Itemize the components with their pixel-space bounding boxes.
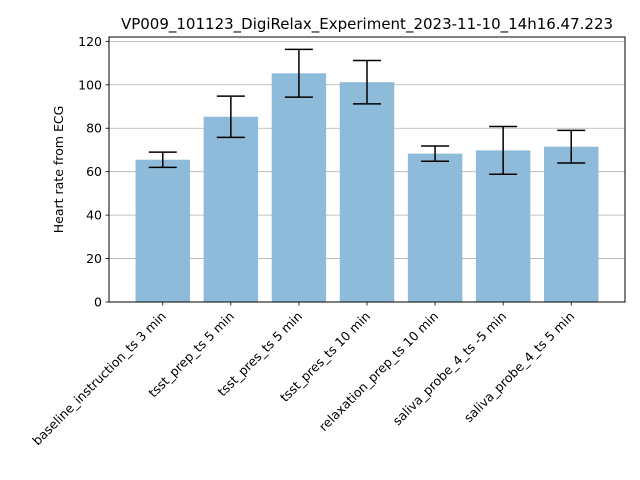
bar xyxy=(271,73,327,302)
y-axis-label: Heart rate from ECG xyxy=(51,106,66,234)
chart-title: VP009_101123_DigiRelax_Experiment_2023-1… xyxy=(121,15,613,34)
bar xyxy=(475,150,531,302)
bars xyxy=(135,73,599,302)
y-tick-label: 40 xyxy=(86,208,102,223)
error-bars xyxy=(148,48,586,176)
y-axis-ticks: 0 20 40 60 80 100 120 xyxy=(78,34,109,310)
x-axis-ticks: baseline_instruction_ts 3 mintsst_prep_t… xyxy=(29,302,577,448)
bar xyxy=(543,146,599,302)
y-tick-label: 0 xyxy=(94,295,102,310)
x-tick-label: saliva_probe_4_ts 5 min xyxy=(461,309,578,426)
y-tick-label: 120 xyxy=(78,34,102,49)
x-tick-label: relaxation_prep_ts 10 min xyxy=(316,309,441,434)
y-tick-label: 20 xyxy=(86,251,102,266)
x-tick-label: saliva_probe_4_ts -5 min xyxy=(390,309,510,429)
bar xyxy=(407,153,463,302)
bar xyxy=(203,116,259,302)
bar xyxy=(135,159,191,302)
y-tick-label: 80 xyxy=(86,121,102,136)
x-tick-label: baseline_instruction_ts 3 min xyxy=(29,309,169,449)
y-tick-label: 100 xyxy=(78,77,102,92)
bar xyxy=(339,82,395,302)
y-tick-label: 60 xyxy=(86,164,102,179)
